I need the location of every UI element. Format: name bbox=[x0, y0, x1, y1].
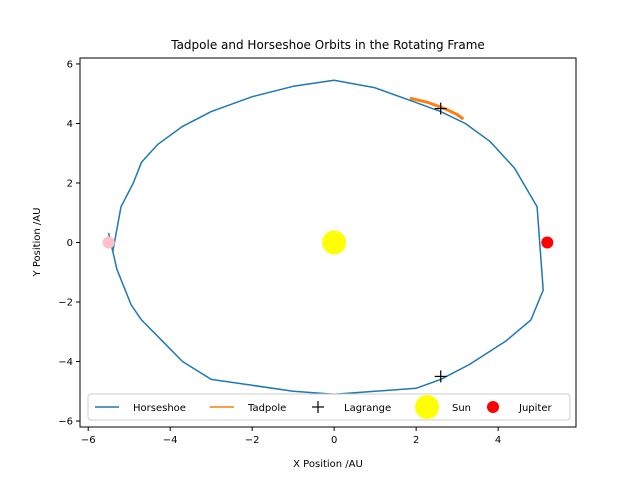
y-tick-label: −4 bbox=[58, 357, 73, 368]
start-point bbox=[102, 236, 115, 249]
plot-area bbox=[102, 79, 554, 396]
legend-label-lagrange: Lagrange bbox=[344, 403, 391, 414]
sun-point bbox=[322, 230, 347, 255]
y-tick-label: 2 bbox=[67, 178, 73, 189]
x-tick-label: −6 bbox=[81, 435, 96, 446]
legend-swatch-sun bbox=[415, 395, 439, 419]
x-tick-label: 0 bbox=[331, 435, 337, 446]
chart-title: Tadpole and Horseshoe Orbits in the Rota… bbox=[170, 38, 485, 52]
x-axis-label: X Position /AU bbox=[293, 459, 363, 470]
axis-ticks: −6 −4 −2 0 2 4 −6 −4 −2 0 2 4 6 bbox=[58, 59, 501, 446]
legend: Horseshoe Tadpole Lagrange Sun Jupiter bbox=[87, 393, 571, 421]
x-tick-label: 4 bbox=[495, 435, 501, 446]
y-tick-label: −2 bbox=[58, 298, 73, 309]
legend-label-sun: Sun bbox=[452, 403, 471, 414]
y-tick-label: 0 bbox=[67, 238, 73, 249]
y-tick-label: −6 bbox=[58, 417, 73, 428]
lagrange-point bbox=[434, 102, 447, 115]
legend-swatch-jupiter bbox=[487, 401, 499, 413]
x-tick-label: −2 bbox=[245, 435, 260, 446]
jupiter-point bbox=[541, 236, 554, 249]
legend-label-jupiter: Jupiter bbox=[518, 403, 552, 414]
y-axis-label: Y Position /AU bbox=[32, 208, 43, 278]
y-tick-label: 4 bbox=[67, 119, 73, 130]
x-tick-label: −4 bbox=[163, 435, 178, 446]
legend-label-horseshoe: Horseshoe bbox=[133, 403, 186, 414]
x-tick-label: 2 bbox=[413, 435, 419, 446]
lagrange-point bbox=[434, 370, 447, 383]
legend-label-tadpole: Tadpole bbox=[247, 403, 286, 414]
y-tick-label: 6 bbox=[67, 59, 73, 70]
horseshoe-line bbox=[107, 79, 544, 396]
legend-swatch-lagrange bbox=[312, 401, 324, 413]
legend-frame bbox=[87, 393, 571, 421]
